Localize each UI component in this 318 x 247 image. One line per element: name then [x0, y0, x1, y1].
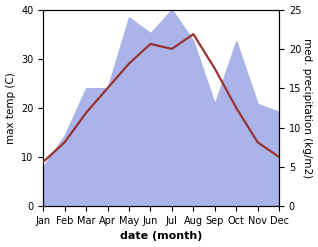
X-axis label: date (month): date (month): [120, 231, 202, 242]
Y-axis label: med. precipitation (kg/m2): med. precipitation (kg/m2): [302, 38, 313, 178]
Y-axis label: max temp (C): max temp (C): [5, 72, 16, 144]
